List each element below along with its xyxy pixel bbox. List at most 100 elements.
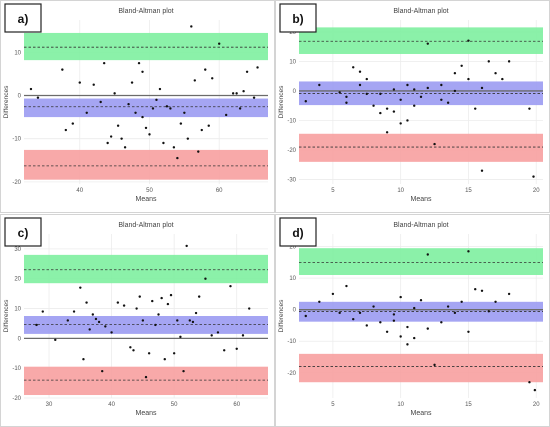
data-point: [186, 137, 190, 140]
y-tick-label: -30: [287, 178, 296, 184]
x-tick-label: 10: [397, 188, 404, 194]
data-point: [35, 323, 38, 327]
data-point: [166, 302, 170, 306]
data-point: [385, 131, 389, 134]
data-point: [138, 295, 141, 298]
data-point: [241, 334, 245, 337]
data-point: [352, 317, 355, 321]
band-bias: [24, 98, 268, 118]
chart-d: 5 10 15 20 -20 -10 0 10 20 Bland-Altman plot Means…: [275, 214, 550, 427]
data-point: [102, 61, 106, 65]
data-point: [169, 107, 172, 110]
data-point: [132, 349, 135, 352]
panel-label-box: [279, 3, 317, 33]
y-tick-label: -10: [287, 118, 296, 124]
data-point: [194, 311, 198, 315]
data-point: [144, 375, 148, 379]
y-tick-label: -20: [12, 396, 21, 402]
data-point: [54, 338, 57, 342]
data-point: [487, 60, 490, 63]
data-point: [460, 300, 463, 304]
data-point: [440, 83, 443, 87]
data-point: [352, 66, 355, 69]
data-point: [433, 142, 436, 146]
data-point: [104, 325, 107, 328]
data-point: [172, 146, 176, 149]
chart-b: 5 10 15 20 -30 -20 -10 0 10 20 Bland-Altman plot Me…: [275, 0, 550, 213]
data-point: [155, 98, 158, 102]
x-tick-label: 15: [465, 402, 472, 408]
panel-d: 5 10 15 20 -20 -10 0 10 20 Bland-Altman plot Means…: [275, 214, 550, 427]
data-point: [413, 88, 416, 91]
data-point: [379, 92, 382, 96]
panel-label: c): [18, 226, 29, 240]
data-point: [113, 92, 116, 95]
data-point: [176, 156, 179, 160]
y-tick-label: 10: [289, 59, 296, 65]
data-point: [179, 122, 183, 125]
data-point: [223, 349, 226, 352]
y-tick-label: 0: [18, 336, 22, 342]
data-point: [494, 71, 497, 75]
data-point: [122, 304, 126, 307]
data-point: [480, 86, 484, 90]
data-point: [440, 98, 443, 101]
data-point: [338, 311, 341, 315]
data-point: [182, 369, 185, 373]
data-point: [304, 100, 307, 103]
data-point: [91, 313, 95, 316]
data-point: [365, 77, 368, 81]
data-point: [127, 102, 130, 106]
x-tick-label: 10: [397, 402, 404, 408]
data-point: [385, 330, 389, 333]
data-point: [399, 98, 402, 101]
y-tick-label: 10: [14, 50, 21, 56]
data-point: [238, 107, 242, 110]
chart-title: Bland-Altman plot: [118, 222, 173, 229]
data-point: [185, 244, 188, 248]
y-tick-label: -20: [287, 148, 296, 154]
x-tick-label: 40: [76, 188, 83, 194]
band-upper: [24, 254, 268, 284]
chart-title: Bland-Altman plot: [393, 8, 448, 15]
data-point: [235, 92, 238, 95]
data-point: [474, 107, 477, 110]
data-point: [453, 311, 457, 315]
data-point: [154, 323, 157, 327]
data-point: [224, 113, 228, 117]
data-point: [467, 77, 470, 81]
data-point: [36, 96, 40, 99]
data-point: [235, 347, 238, 350]
data-point: [94, 317, 98, 321]
data-point: [331, 292, 335, 296]
band-lower: [24, 149, 268, 180]
x-axis-label: Means: [135, 410, 157, 417]
data-point: [392, 88, 396, 91]
data-point: [141, 319, 145, 322]
data-point: [151, 299, 154, 303]
data-point: [453, 71, 457, 75]
y-tick-label: 0: [293, 308, 297, 314]
x-tick-label: 30: [46, 402, 53, 408]
data-point: [204, 277, 207, 280]
y-tick-label: -10: [287, 339, 296, 345]
data-point: [385, 107, 389, 110]
data-point: [406, 343, 409, 346]
data-point: [358, 311, 362, 315]
data-point: [406, 83, 409, 87]
band-bias: [24, 316, 268, 334]
data-point: [528, 107, 531, 110]
data-point: [197, 150, 200, 153]
data-point: [169, 293, 173, 297]
band-lower: [24, 366, 268, 396]
data-point: [480, 289, 484, 292]
data-point: [406, 119, 409, 122]
data-point: [372, 104, 375, 107]
data-point: [162, 141, 165, 145]
data-point: [460, 64, 463, 68]
data-point: [345, 284, 348, 288]
data-point: [141, 115, 144, 119]
x-tick-label: 5: [331, 188, 335, 194]
x-tick-label: 40: [108, 402, 115, 408]
band-upper: [299, 27, 543, 54]
